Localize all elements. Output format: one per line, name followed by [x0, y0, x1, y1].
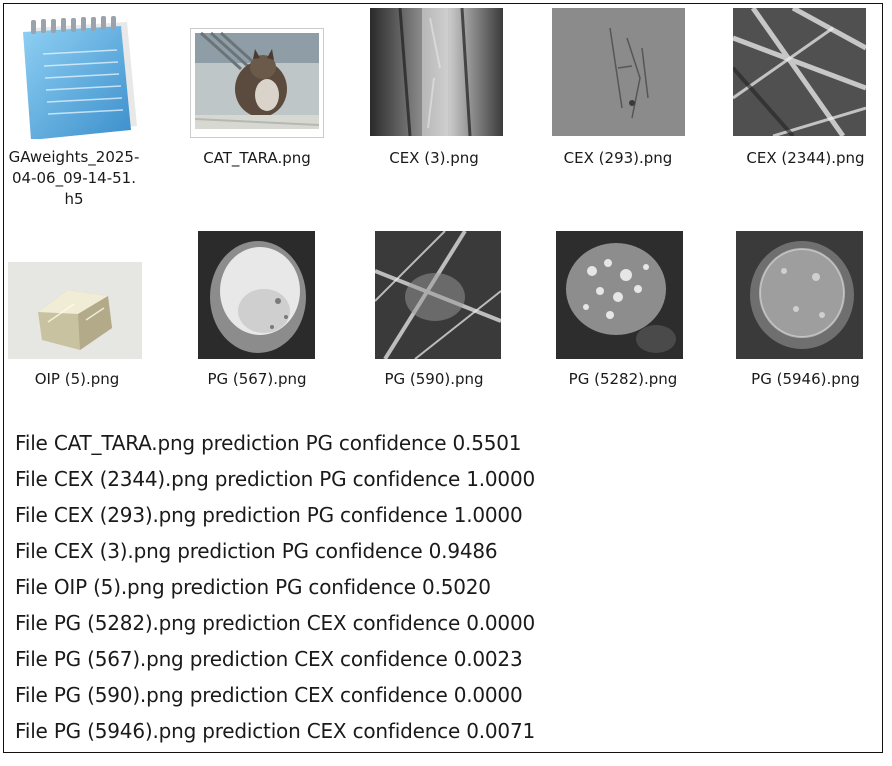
bright-blob-micrograph-thumbnail: [198, 231, 315, 359]
notepad-document-icon: [9, 14, 139, 139]
file-tile-pg-590[interactable]: PG (590).png: [359, 224, 509, 394]
file-tile-cex-293[interactable]: CEX (293).png: [543, 4, 693, 204]
prediction-line: File PG (5282).png prediction CEX confid…: [15, 611, 536, 635]
prediction-line: File CEX (2344).png prediction PG confid…: [15, 467, 536, 491]
prediction-line: File CAT_TARA.png prediction PG confiden…: [15, 431, 522, 455]
prediction-log: File CAT_TARA.png prediction PG confiden…: [15, 425, 875, 749]
fiber-micrograph-thumbnail: [375, 231, 501, 359]
file-tile-cex-3[interactable]: CEX (3).png: [359, 4, 509, 204]
cat-photo-thumbnail: [190, 28, 324, 138]
file-name-label: GAweights_2025-04-06_09-14-51.h5: [8, 148, 140, 208]
file-name-label: PG (5946).png: [751, 370, 860, 388]
prediction-line: File CEX (293).png prediction PG confide…: [15, 503, 523, 527]
file-name-label: CEX (3).png: [389, 149, 479, 167]
file-name-label: CEX (293).png: [563, 149, 673, 167]
cell-micrograph-thumbnail: [736, 231, 863, 359]
granular-micrograph-thumbnail: [556, 231, 683, 359]
file-name-label: PG (5282).png: [568, 370, 678, 388]
file-tile-gaweights[interactable]: GAweights_2025-04-06_09-14-51.h5: [4, 4, 144, 219]
file-name-label: PG (590).png: [384, 370, 484, 388]
fiber-micrograph-thumbnail: [733, 8, 866, 136]
prediction-line: File PG (590).png prediction CEX confide…: [15, 683, 523, 707]
file-tile-pg-567[interactable]: PG (567).png: [182, 224, 332, 394]
file-tile-pg-5282[interactable]: PG (5282).png: [543, 224, 703, 394]
grayscale-micrograph-thumbnail: [370, 8, 503, 136]
prediction-line: File PG (5946).png prediction CEX confid…: [15, 719, 536, 743]
file-name-label: PG (567).png: [207, 370, 307, 388]
prediction-line: File OIP (5).png prediction PG confidenc…: [15, 575, 491, 599]
prediction-line: File PG (567).png prediction CEX confide…: [15, 647, 523, 671]
file-name-label: CAT_TARA.png: [203, 149, 311, 167]
file-tile-oip-5[interactable]: OIP (5).png: [4, 224, 150, 394]
prediction-line: File CEX (3).png prediction PG confidenc…: [15, 539, 498, 563]
file-name-label: CEX (2344).png: [746, 149, 865, 167]
file-tile-cat-tara[interactable]: CAT_TARA.png: [182, 4, 332, 204]
file-grid-panel: GAweights_2025-04-06_09-14-51.h5 CAT_TAR…: [3, 3, 883, 753]
gray-micrograph-thumbnail: [552, 8, 685, 136]
file-tile-pg-5946[interactable]: PG (5946).png: [727, 224, 882, 394]
crystal-photo-thumbnail: [8, 262, 142, 359]
file-name-label: OIP (5).png: [34, 370, 120, 388]
file-tile-cex-2344[interactable]: CEX (2344).png: [727, 4, 882, 204]
